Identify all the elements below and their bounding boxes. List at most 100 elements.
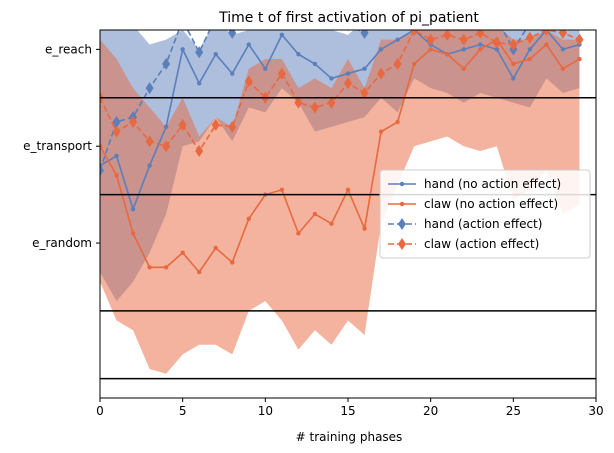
series-0-point-4 — [163, 124, 169, 130]
series-2-point-3 — [145, 82, 154, 95]
chart-title: Time t of first activation of pi_patient — [218, 10, 479, 26]
series-3-point-12 — [294, 96, 303, 109]
series-0-point-23 — [478, 42, 483, 47]
series-2-point-29 — [575, 14, 583, 26]
series-1-point-14 — [329, 221, 334, 226]
series-3-point-8 — [228, 120, 237, 133]
series-0-point-1 — [114, 153, 119, 159]
series-0-point-5 — [180, 47, 185, 52]
series-2-point-5 — [179, 14, 187, 26]
series-1-point-9 — [246, 216, 251, 222]
x-tick-label-1: 5 — [179, 404, 187, 418]
series-1-point-4 — [163, 265, 169, 270]
series-2-point-6 — [195, 46, 204, 59]
series-0-point-10 — [263, 66, 268, 71]
series-0-point-13 — [312, 61, 318, 67]
series-3-point-27 — [542, 30, 551, 36]
series-0-point-25 — [511, 76, 516, 81]
series-1-point-8 — [230, 260, 235, 265]
y-tick-label-2: e_reach — [45, 42, 92, 56]
series-3-point-16 — [360, 86, 369, 99]
series-0-point-16 — [362, 66, 367, 71]
series-1-point-22 — [461, 66, 466, 71]
series-3-point-22 — [459, 33, 468, 46]
x-tick-label-6: 30 — [588, 404, 603, 418]
legend-marker-1 — [399, 201, 405, 207]
series-3-point-6 — [195, 145, 204, 158]
series-3-point-1 — [112, 125, 121, 138]
legend-label-2: hand (action effect) — [424, 217, 542, 231]
x-tick-label-5: 25 — [506, 404, 521, 418]
series-3-point-14 — [327, 96, 336, 109]
series-2-point-28 — [562, 30, 564, 32]
x-axis-label: # training phases — [296, 430, 403, 444]
series-1-point-18 — [395, 119, 400, 125]
series-3-point-18 — [393, 57, 402, 70]
series-1-point-17 — [378, 129, 384, 134]
series-2-point-4 — [162, 57, 171, 70]
legend-label-0: hand (no action effect) — [424, 177, 561, 191]
legend: hand (no action effect) claw (no action e… — [379, 169, 591, 259]
series-1-point-16 — [362, 226, 367, 231]
y-axis-ticks: e_random e_transport e_reach — [23, 42, 100, 250]
series-3-point-11 — [277, 67, 286, 80]
series-3-point-2 — [129, 116, 138, 128]
series-3-point-4 — [162, 140, 171, 153]
series-1-point-1 — [114, 173, 119, 178]
series-0-point-18 — [395, 37, 400, 42]
series-1-point-7 — [213, 245, 218, 251]
series-0-point-17 — [378, 47, 384, 52]
series-1-point-2 — [130, 231, 136, 236]
series-1-point-5 — [180, 250, 185, 255]
legend-marker-3 — [398, 238, 406, 250]
x-tick-label-4: 20 — [423, 404, 438, 418]
series-0-point-7 — [213, 52, 218, 57]
series-0-point-14 — [329, 76, 334, 81]
series-3-point-7 — [211, 118, 220, 131]
legend-label-3: claw (action effect) — [424, 237, 539, 251]
y-tick-label-1: e_transport — [23, 139, 92, 153]
x-tick-label-0: 0 — [96, 404, 104, 418]
series-0-point-26 — [527, 47, 533, 52]
series-0-point-15 — [345, 71, 351, 76]
x-tick-label-2: 10 — [258, 404, 273, 418]
series-0-point-28 — [560, 47, 566, 52]
legend-marker-0 — [399, 181, 405, 187]
series-2-point-8 — [228, 30, 237, 39]
series-0-point-6 — [197, 81, 202, 86]
series-3-point-28 — [558, 30, 567, 39]
series-1-point-15 — [345, 187, 351, 192]
series-0-point-11 — [279, 32, 285, 38]
series-3-point-29 — [575, 33, 584, 46]
band-1 — [100, 30, 580, 374]
series-2-point-26 — [526, 17, 534, 29]
series-2-point-0 — [100, 164, 104, 177]
series-2-point-16 — [360, 30, 369, 39]
series-2-point-24 — [493, 12, 501, 24]
series-0-point-8 — [230, 71, 235, 76]
series-3-point-23 — [476, 30, 485, 39]
x-axis-ticks: 0 5 10 15 20 25 30 — [96, 398, 604, 418]
series-line-0 — [100, 30, 580, 212]
series-1-point-23 — [478, 47, 483, 52]
series-0-point-12 — [296, 52, 301, 57]
legend-label-1: claw (no action effect) — [424, 197, 558, 211]
series-3-point-20 — [426, 33, 435, 46]
series-0-point-3 — [147, 163, 152, 168]
series-1-point-26 — [527, 56, 533, 62]
series-1-point-12 — [296, 231, 301, 236]
legend-box — [379, 169, 591, 259]
series-3-point-26 — [525, 31, 534, 44]
series-1-point-20 — [428, 47, 433, 52]
series-3-point-24 — [492, 36, 501, 49]
series-3-point-19 — [410, 30, 419, 36]
series-1-point-3 — [147, 265, 152, 270]
x-tick-label-3: 15 — [340, 404, 355, 418]
series-3-point-21 — [443, 30, 452, 41]
series-1-point-6 — [197, 269, 202, 275]
series-3-point-25 — [509, 38, 518, 51]
series-0-point-2 — [130, 206, 136, 212]
legend-marker-2 — [398, 218, 406, 230]
series-1-point-11 — [279, 187, 285, 192]
